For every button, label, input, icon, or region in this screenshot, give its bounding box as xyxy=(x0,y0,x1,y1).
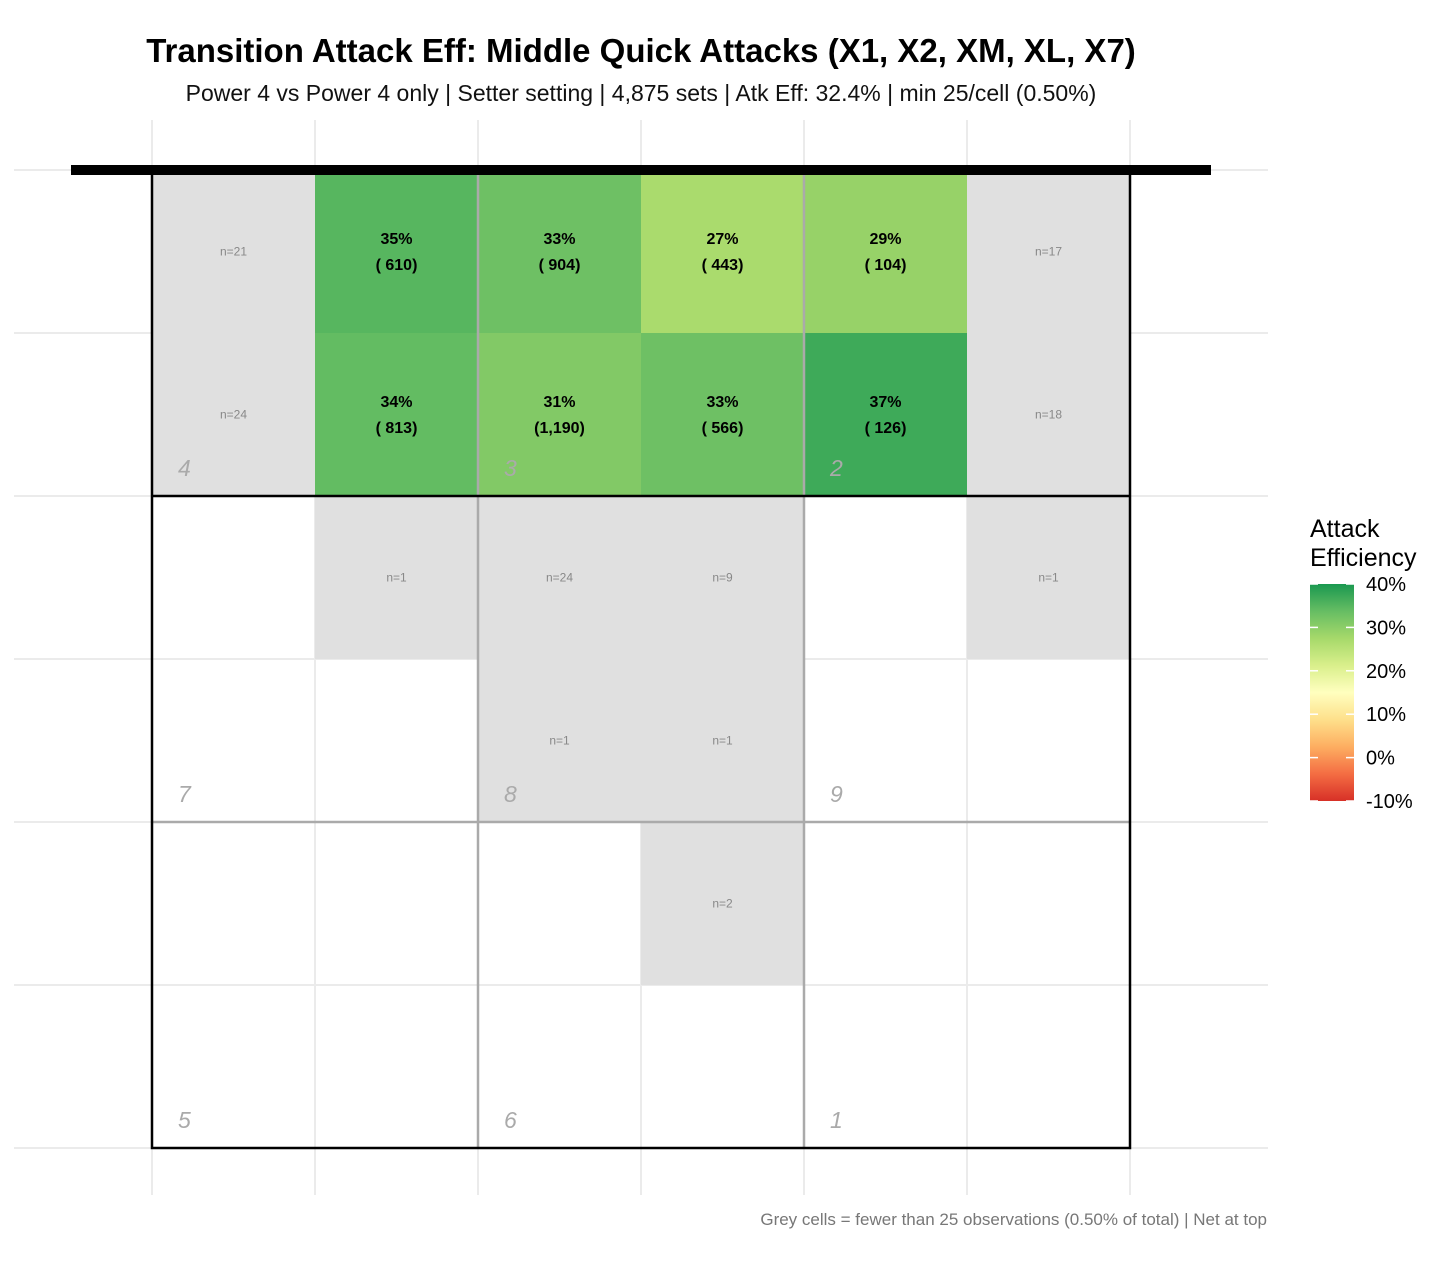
cell-count-label: ( 443) xyxy=(702,257,744,274)
legend-tick-label: 20% xyxy=(1366,661,1406,683)
zone-label: 3 xyxy=(504,455,517,481)
heatmap-cell xyxy=(478,333,641,496)
zone-label: 9 xyxy=(830,781,843,807)
heatmap-cell xyxy=(641,333,804,496)
heatmap-cell xyxy=(152,333,315,496)
heatmap-cells xyxy=(152,170,1130,985)
zone-label: 2 xyxy=(829,455,843,481)
cell-count-label: ( 126) xyxy=(865,420,907,437)
cell-count-label: ( 813) xyxy=(376,420,418,437)
heatmap-cell xyxy=(641,170,804,333)
legend-title-line-1: Attack xyxy=(1310,515,1380,543)
chart-caption: Grey cells = fewer than 25 observations … xyxy=(760,1210,1267,1229)
heatmap-cell xyxy=(641,822,804,985)
cell-n-label: n=9 xyxy=(712,571,733,585)
cell-efficiency-label: 33% xyxy=(543,231,575,248)
chart-title: Transition Attack Eff: Middle Quick Atta… xyxy=(146,32,1136,69)
cell-n-label: n=18 xyxy=(1035,408,1062,422)
heatmap-cell xyxy=(967,170,1130,333)
legend-tick-label: 0% xyxy=(1366,748,1395,770)
cell-count-label: ( 610) xyxy=(376,257,418,274)
legend-tick-label: 40% xyxy=(1366,574,1406,596)
zone-label: 1 xyxy=(830,1107,843,1133)
heatmap-cell xyxy=(315,496,478,659)
heatmap-cell xyxy=(641,496,804,659)
heatmap-cell xyxy=(804,333,967,496)
cell-efficiency-label: 29% xyxy=(869,231,901,248)
cell-count-label: (1,190) xyxy=(534,420,585,437)
zone-label: 5 xyxy=(178,1107,191,1133)
cell-n-label: n=24 xyxy=(546,571,573,585)
zone-label: 8 xyxy=(504,781,517,807)
cell-n-label: n=1 xyxy=(386,571,407,585)
legend-tick-label: 30% xyxy=(1366,617,1406,639)
cell-efficiency-label: 37% xyxy=(869,394,901,411)
zone-label: 7 xyxy=(178,781,192,807)
chart-subtitle: Power 4 vs Power 4 only | Setter setting… xyxy=(186,80,1097,106)
zone-label: 4 xyxy=(178,455,191,481)
legend: Attack Efficiency 40% 30% 20% 10% 0% -10% xyxy=(1310,515,1417,813)
legend-ticks: 40% 30% 20% 10% 0% -10% xyxy=(1310,574,1413,813)
cell-efficiency-label: 33% xyxy=(706,394,738,411)
cell-count-label: ( 904) xyxy=(539,257,581,274)
heatmap-cell xyxy=(478,170,641,333)
heatmap-cell xyxy=(967,333,1130,496)
cell-n-label: n=2 xyxy=(712,897,733,911)
heatmap-cell xyxy=(152,170,315,333)
cell-n-label: n=21 xyxy=(220,245,247,259)
cell-n-label: n=1 xyxy=(1038,571,1059,585)
heatmap-cell xyxy=(478,496,641,659)
cell-n-label: n=1 xyxy=(549,734,570,748)
cell-efficiency-label: 35% xyxy=(380,231,412,248)
cell-n-label: n=17 xyxy=(1035,245,1062,259)
cell-count-label: ( 104) xyxy=(865,257,907,274)
heatmap-cell xyxy=(315,333,478,496)
cell-n-label: n=1 xyxy=(712,734,733,748)
legend-colorbar xyxy=(1310,584,1354,801)
cell-efficiency-label: 27% xyxy=(706,231,738,248)
legend-tick-label: 10% xyxy=(1366,704,1406,726)
cell-efficiency-label: 34% xyxy=(380,394,412,411)
court-lines xyxy=(71,165,1211,1150)
zone-label: 6 xyxy=(504,1107,517,1133)
heatmap-cell xyxy=(478,659,641,822)
heatmap-cell xyxy=(641,659,804,822)
cell-count-label: ( 566) xyxy=(702,420,744,437)
heatmap-cell xyxy=(967,496,1130,659)
heatmap-cell xyxy=(315,170,478,333)
cell-efficiency-label: 31% xyxy=(543,394,575,411)
legend-title-line-2: Efficiency xyxy=(1310,544,1417,572)
heatmap-cell xyxy=(804,170,967,333)
legend-tick-label: -10% xyxy=(1366,791,1413,813)
cell-n-label: n=24 xyxy=(220,408,247,422)
